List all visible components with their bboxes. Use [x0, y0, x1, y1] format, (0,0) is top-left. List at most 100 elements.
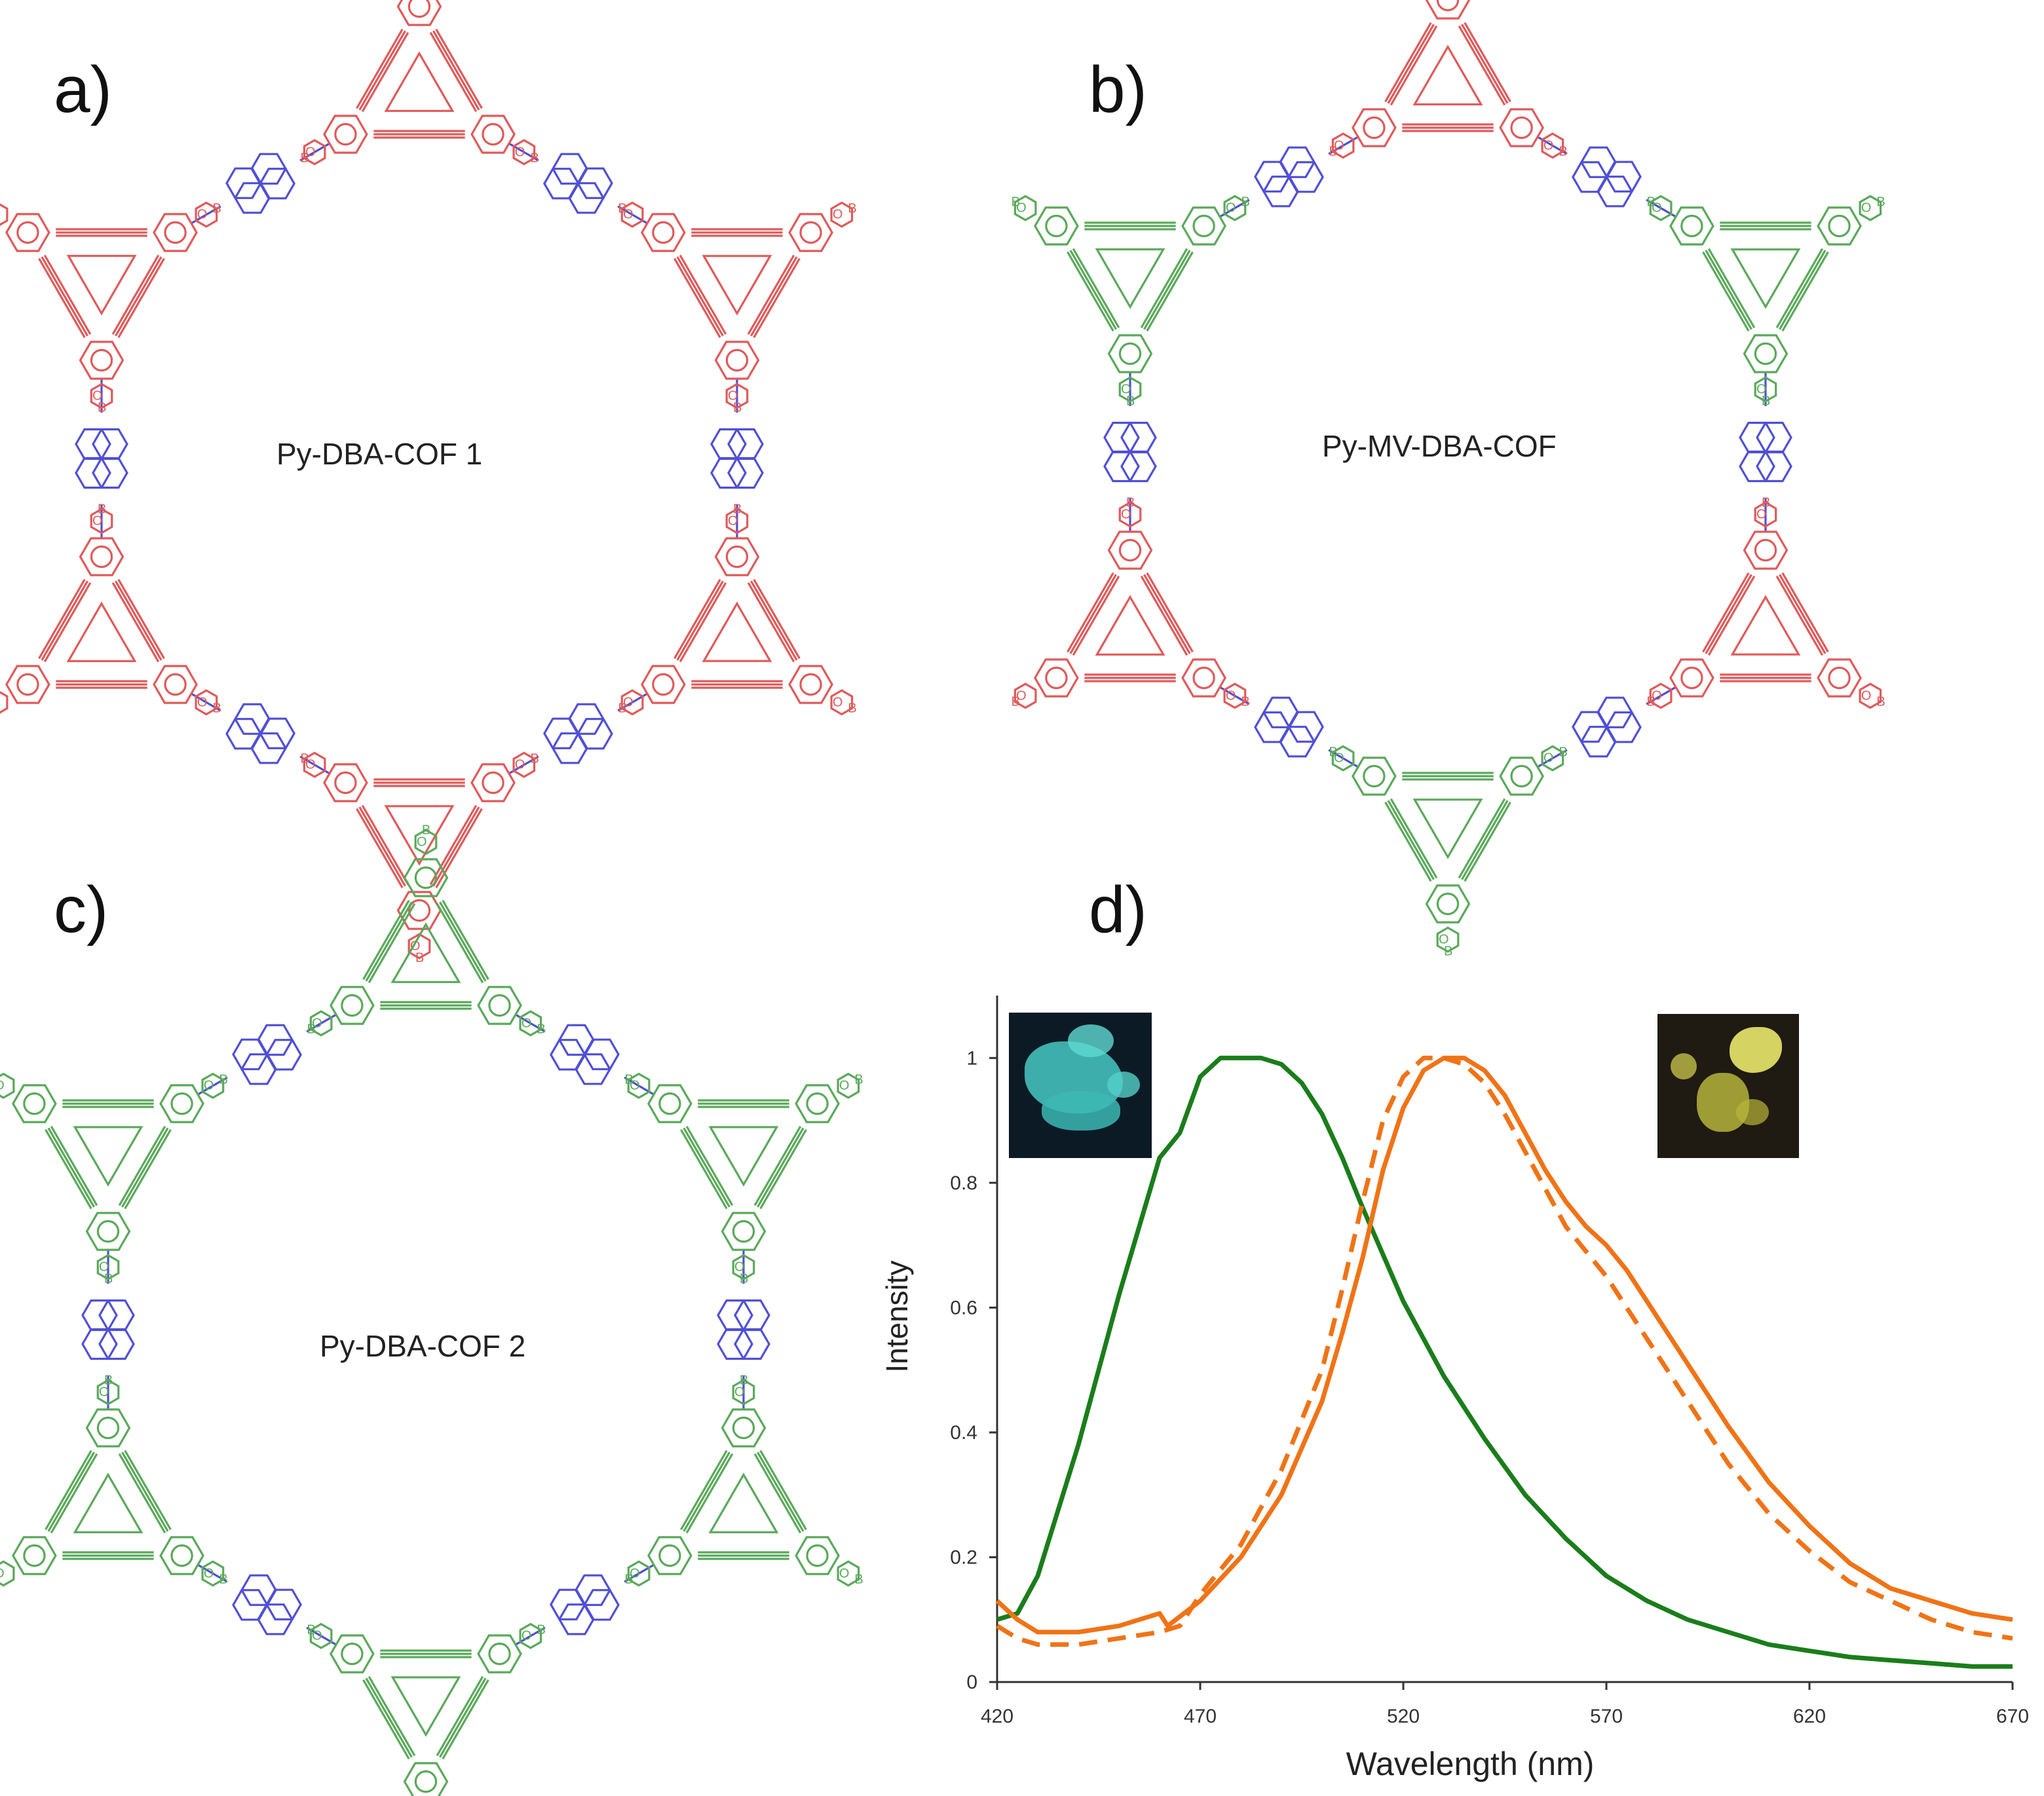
cyan-emission-photo — [1009, 1013, 1152, 1158]
boron-atom-label: B — [537, 1022, 545, 1036]
boron-atom-label: B — [1876, 694, 1885, 709]
boron-atom-label: B — [854, 1073, 863, 1087]
oxygen-atom-label: O — [728, 389, 738, 403]
cof2-dba-node-3: OBO BOB — [625, 1373, 863, 1587]
y-tick-label: 0.6 — [950, 1297, 977, 1319]
oxygen-atom-label: O — [312, 1016, 322, 1030]
oxygen-atom-label: O — [630, 1566, 640, 1581]
y-tick-label: 0.8 — [950, 1172, 977, 1194]
cof1-dba-node-3: OBO BOB — [618, 502, 857, 716]
oxygen-atom-label: O — [1861, 688, 1872, 703]
boron-atom-label: B — [740, 1272, 748, 1286]
oxygen-atom-label: O — [1652, 688, 1662, 703]
boron-atom-label: B — [219, 1572, 227, 1586]
mvcof-dba-node-5: OBO BOB — [1012, 495, 1250, 709]
boron-atom-label: B — [733, 401, 742, 415]
boron-atom-label: B — [530, 151, 539, 165]
oxygen-atom-label: O — [204, 1566, 214, 1581]
boron-atom-label: B — [307, 1022, 316, 1036]
y-tick-label: 0.2 — [950, 1546, 977, 1568]
yellow-emission-photo — [1657, 1014, 1799, 1158]
boron-atom-label: B — [98, 401, 106, 415]
oxygen-atom-label: O — [1543, 751, 1554, 766]
boron-atom-label: B — [212, 701, 221, 715]
boron-atom-label: B — [1241, 195, 1249, 210]
oxygen-atom-label: O — [410, 939, 421, 954]
boron-atom-label: B — [848, 701, 856, 715]
x-tick-label: 620 — [1793, 1706, 1826, 1727]
boron-atom-label: B — [1329, 745, 1338, 760]
cof-name-c: Py-DBA-COF 2 — [320, 1329, 526, 1363]
oxygen-atom-label: O — [734, 1385, 745, 1399]
oxygen-atom-label: O — [197, 208, 208, 222]
boron-atom-label: B — [301, 151, 309, 165]
boron-atom-label: B — [848, 202, 856, 216]
oxygen-atom-label: O — [1334, 138, 1344, 153]
boron-atom-label: B — [1329, 144, 1338, 159]
boron-atom-label: B — [618, 202, 627, 216]
oxygen-atom-label: O — [630, 1079, 640, 1093]
oxygen-atom-label: O — [99, 1385, 109, 1399]
boron-atom-label: B — [104, 1272, 113, 1286]
oxygen-atom-label: O — [0, 1079, 5, 1093]
panel-label-d: d) — [1089, 873, 1147, 946]
oxygen-atom-label: O — [1226, 688, 1236, 703]
oxygen-atom-label: O — [92, 514, 103, 528]
x-tick-label: 420 — [981, 1706, 1013, 1727]
oxygen-atom-label: O — [1226, 201, 1236, 215]
series-line-green-solid — [996, 1055, 2013, 1669]
boron-atom-label: B — [1647, 195, 1656, 210]
boron-atom-label: B — [530, 752, 539, 766]
boron-atom-label: B — [307, 1623, 316, 1637]
oxygen-atom-label: O — [839, 1079, 850, 1093]
oxygen-atom-label: O — [1016, 688, 1027, 703]
cof-name-b: Py-MV-DBA-COF — [1322, 429, 1557, 463]
x-tick-label: 470 — [1184, 1706, 1217, 1727]
boron-atom-label: B — [1012, 694, 1020, 709]
boron-atom-label: B — [1126, 394, 1135, 409]
boron-atom-label: B — [219, 1073, 227, 1087]
oxygen-atom-label: O — [1121, 507, 1131, 521]
y-tick-label: 0 — [966, 1672, 977, 1693]
y-axis-label: Intensity — [880, 1260, 914, 1372]
boron-atom-label: B — [1647, 694, 1656, 709]
oxygen-atom-label: O — [515, 145, 525, 159]
boron-atom-label: B — [1126, 495, 1135, 510]
boron-atom-label: B — [1876, 195, 1885, 210]
boron-atom-label: B — [415, 951, 424, 965]
oxygen-atom-label: O — [734, 1260, 745, 1275]
boron-atom-label: B — [1762, 394, 1770, 409]
oxygen-atom-label: O — [197, 695, 208, 709]
oxygen-atom-label: O — [728, 514, 738, 528]
oxygen-atom-label: O — [839, 1566, 850, 1581]
oxygen-atom-label: O — [833, 695, 843, 709]
oxygen-atom-label: O — [305, 145, 316, 159]
y-tick-label: 1 — [966, 1047, 977, 1069]
oxygen-atom-label: O — [1543, 138, 1554, 153]
oxygen-atom-label: O — [312, 1629, 322, 1643]
oxygen-atom-label: O — [623, 695, 634, 709]
oxygen-atom-label: O — [515, 758, 525, 772]
boron-atom-label: B — [1559, 144, 1567, 159]
boron-atom-label: B — [854, 1572, 863, 1586]
series-line-orange-solid — [995, 1055, 2013, 1635]
boron-atom-label: B — [301, 752, 309, 766]
oxygen-atom-label: O — [1439, 933, 1449, 947]
boron-atom-label: B — [1241, 694, 1249, 709]
boron-atom-label: B — [212, 202, 221, 216]
x-tick-label: 520 — [1387, 1706, 1420, 1727]
boron-atom-label: B — [618, 701, 627, 715]
